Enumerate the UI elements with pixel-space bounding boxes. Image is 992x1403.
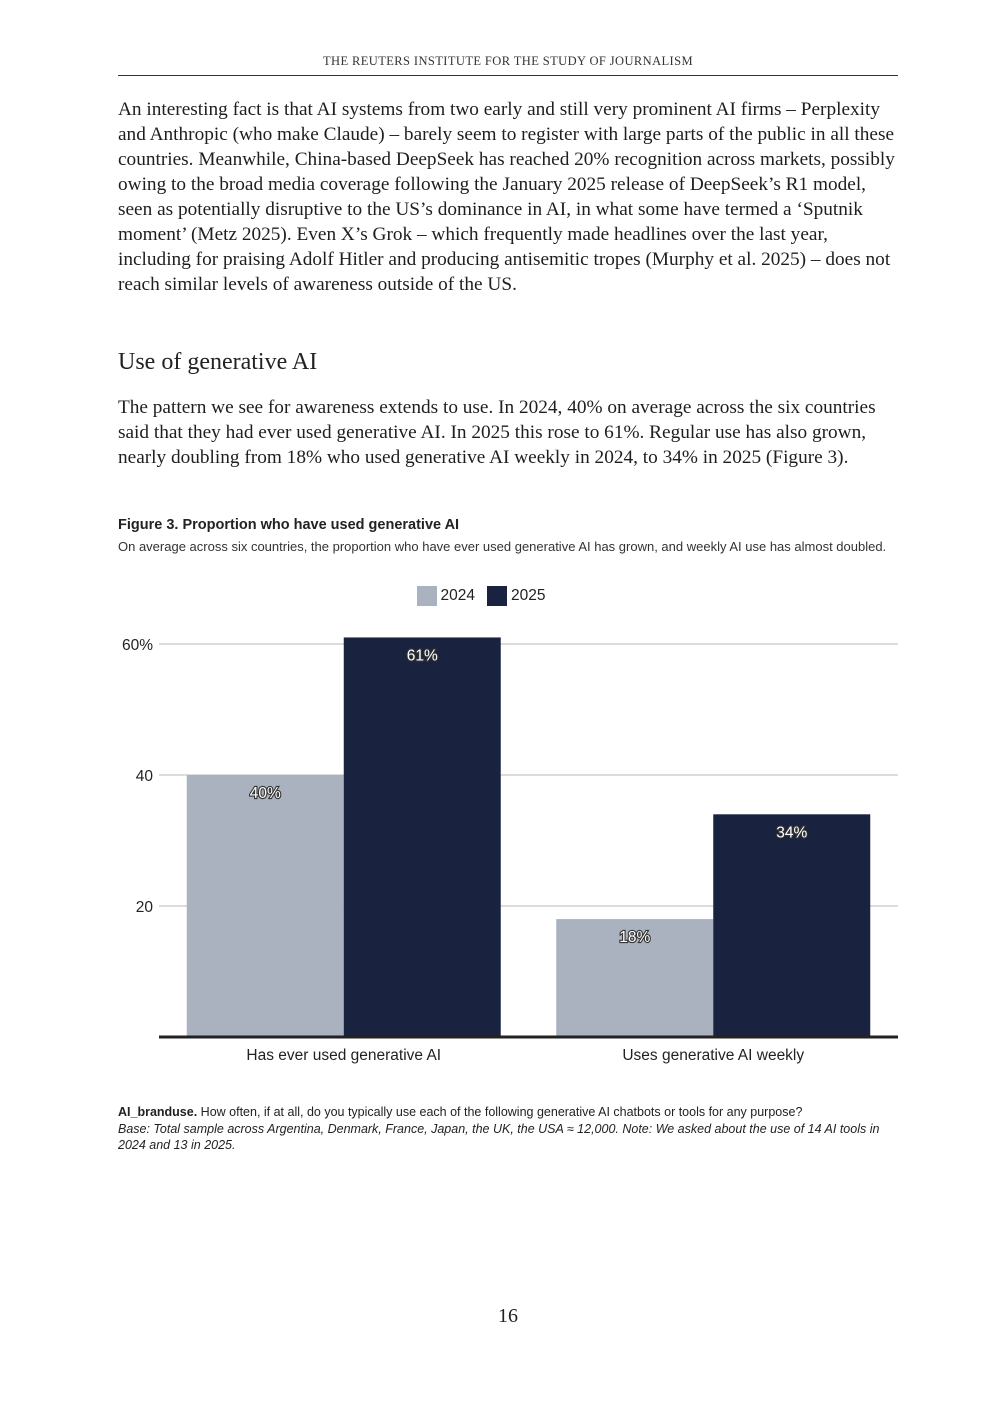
legend-item-2025: 2025 <box>487 586 545 606</box>
figure-title: Figure 3. Proportion who have used gener… <box>118 517 460 533</box>
question-id: AI_branduse. <box>118 1105 198 1119</box>
legend-label: 2024 <box>440 587 475 604</box>
base-note: Base: Total sample across Argentina, Den… <box>118 1121 880 1153</box>
body-paragraph: The pattern we see for awareness extends… <box>118 397 876 468</box>
data-label: 40% <box>250 785 281 802</box>
figure-notes: AI_branduse. How often, if at all, do yo… <box>118 1104 908 1154</box>
y-tick-label: 40 <box>136 768 154 785</box>
page-number: 16 <box>498 1305 518 1327</box>
y-tick-label: 20 <box>136 899 154 916</box>
bar-2025 <box>713 814 871 1037</box>
legend-item-2024: 2024 <box>416 586 475 606</box>
bar-2025 <box>343 637 501 1037</box>
question-text: How often, if at all, do you typically u… <box>197 1105 803 1119</box>
bar-2024 <box>186 775 344 1037</box>
section-heading: Use of generative AI <box>118 349 318 375</box>
legend-label: 2025 <box>511 587 546 604</box>
legend-swatch <box>416 586 437 606</box>
body-paragraph: An interesting fact is that AI systems f… <box>118 99 895 295</box>
data-label: 34% <box>776 824 807 841</box>
bar-2024 <box>556 919 714 1037</box>
chart-legend: 2024 2025 <box>0 586 992 606</box>
y-tick-label: 60% <box>122 637 153 654</box>
figure-subtitle: On average across six countries, the pro… <box>118 539 887 554</box>
running-header: THE REUTERS INSTITUTE FOR THE STUDY OF J… <box>118 54 898 76</box>
x-tick-label: Uses generative AI weekly <box>622 1047 804 1064</box>
x-tick-label: Has ever used generative AI <box>246 1047 441 1064</box>
data-label: 18% <box>619 929 650 946</box>
data-label: 61% <box>407 647 438 664</box>
legend-swatch <box>487 586 507 606</box>
